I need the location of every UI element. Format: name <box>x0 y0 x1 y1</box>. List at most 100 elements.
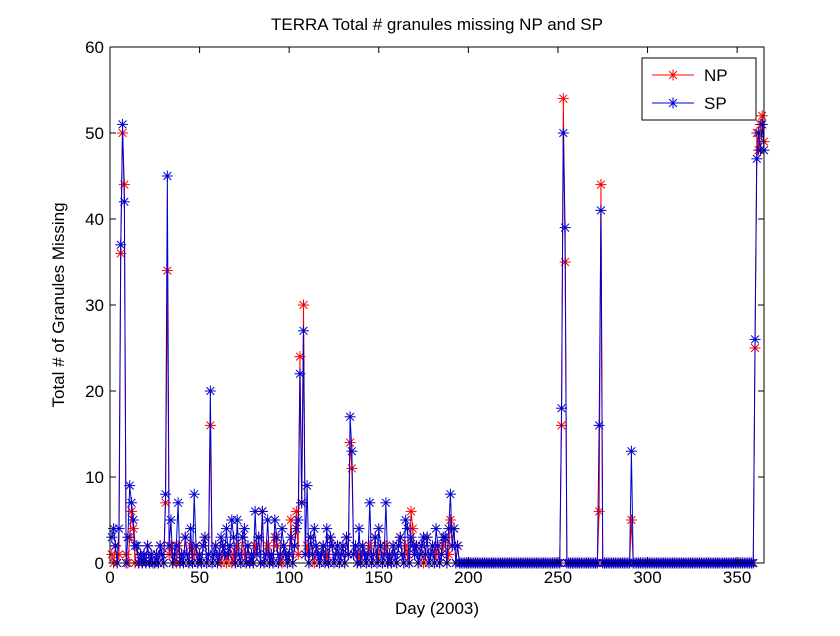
data-point-sp <box>301 480 313 492</box>
data-point-sp <box>421 531 433 543</box>
legend-marker-sp <box>667 97 679 109</box>
data-point-sp <box>373 523 385 535</box>
data-point-sp <box>430 523 442 535</box>
y-tick-label: 40 <box>85 210 104 229</box>
data-point-sp <box>109 540 121 552</box>
data-point-sp <box>324 531 336 543</box>
data-point-np <box>364 540 376 552</box>
legend: NP SP <box>641 57 757 121</box>
data-point-sp <box>444 488 456 500</box>
data-point-sp <box>559 222 571 234</box>
data-point-sp <box>160 488 172 500</box>
data-point-sp <box>380 497 392 509</box>
data-point-sp <box>222 548 234 560</box>
data-point-np <box>444 514 456 526</box>
data-point-sp <box>756 118 768 130</box>
data-point-sp <box>127 514 139 526</box>
data-point-sp <box>315 548 327 560</box>
data-point-sp <box>131 540 143 552</box>
data-point-sp <box>124 480 136 492</box>
data-point-sp <box>305 531 317 543</box>
data-point-sp <box>400 514 412 526</box>
data-point-sp <box>296 497 308 509</box>
data-point-sp <box>401 523 413 535</box>
data-point-sp <box>556 402 568 414</box>
data-point-sp <box>179 531 191 543</box>
data-point-sp <box>349 540 361 552</box>
y-tick-label: 20 <box>85 382 104 401</box>
x-tick-label: 150 <box>365 568 393 587</box>
data-point-sp <box>290 523 302 535</box>
data-point-sp <box>285 531 297 543</box>
legend-box <box>641 57 757 121</box>
data-point-sp <box>357 540 369 552</box>
y-axis-label: Total # of Granules Missing <box>49 202 68 407</box>
data-point-sp <box>392 540 404 552</box>
data-point-sp <box>253 531 265 543</box>
y-tick-label: 10 <box>85 468 104 487</box>
legend-label-np: NP <box>704 66 728 85</box>
data-point-np <box>593 505 605 517</box>
data-point-sp <box>271 531 283 543</box>
data-point-sp <box>113 523 125 535</box>
x-axis-label: Day (2003) <box>395 599 479 618</box>
data-point-sp <box>224 540 236 552</box>
data-point-sp <box>344 411 356 423</box>
data-point-sp <box>262 514 274 526</box>
data-point-sp <box>346 445 358 457</box>
data-point-sp <box>242 540 254 552</box>
data-point-sp <box>181 548 193 560</box>
data-point-sp <box>215 531 227 543</box>
data-point-sp <box>353 523 365 535</box>
data-point-sp <box>452 540 464 552</box>
y-tick-label: 0 <box>95 554 104 573</box>
legend-marker-np <box>667 69 679 81</box>
data-point-sp <box>308 523 320 535</box>
data-point-sp <box>220 523 232 535</box>
x-tick-label: 100 <box>275 568 303 587</box>
x-tick-label: 350 <box>723 568 751 587</box>
data-point-sp <box>142 540 154 552</box>
data-point-sp <box>310 540 322 552</box>
data-point-sp <box>292 514 304 526</box>
data-point-sp <box>256 505 268 517</box>
data-point-sp <box>199 531 211 543</box>
y-tick-label: 50 <box>85 124 104 143</box>
data-point-sp <box>364 497 376 509</box>
x-tick-label: 0 <box>105 568 114 587</box>
data-point-np <box>405 505 417 517</box>
data-point-sp <box>341 531 353 543</box>
data-point-sp <box>269 514 281 526</box>
data-point-np <box>557 93 569 105</box>
data-point-sp <box>170 540 182 552</box>
data-point-sp <box>595 204 607 216</box>
data-point-sp <box>115 239 127 251</box>
data-point-sp <box>238 523 250 535</box>
y-tick-label: 30 <box>85 296 104 315</box>
data-point-sp <box>126 497 138 509</box>
data-point-sp <box>625 445 637 457</box>
data-point-sp <box>335 548 347 560</box>
data-point-sp <box>122 531 134 543</box>
data-point-sp <box>117 118 129 130</box>
data-point-sp <box>375 540 387 552</box>
axis-ticks: 0 50 100 150 200 250 300 350 0 10 20 30 40 50 60 <box>85 38 764 587</box>
data-point-sp <box>416 540 428 552</box>
data-point-sp <box>185 523 197 535</box>
data-point-sp <box>165 514 177 526</box>
data-point-sp <box>439 531 451 543</box>
x-tick-label: 50 <box>190 568 209 587</box>
data-point-np <box>106 548 118 560</box>
data-point-sp <box>432 540 444 552</box>
data-point-sp <box>231 514 243 526</box>
data-point-sp <box>425 548 437 560</box>
data-point-sp <box>161 170 173 182</box>
x-tick-label: 200 <box>454 568 482 587</box>
data-point-sp <box>276 523 288 535</box>
data-point-sp <box>233 548 245 560</box>
data-point-sp <box>289 540 301 552</box>
data-point-np <box>298 299 310 311</box>
data-point-sp <box>367 548 379 560</box>
data-point-sp <box>249 505 261 517</box>
